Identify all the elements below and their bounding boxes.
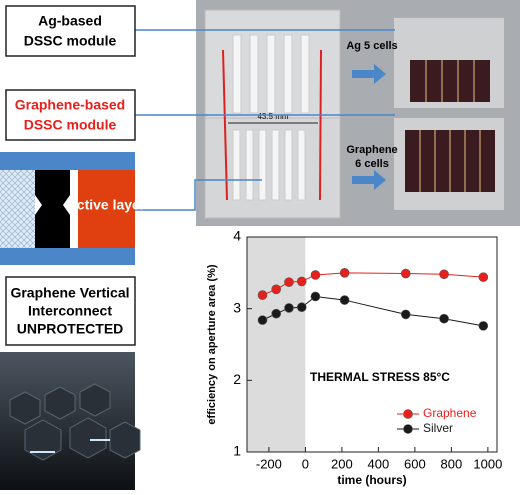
annotation: THERMAL STRESS 85°C [310,370,450,384]
point [310,291,321,302]
box-text: Graphene Vertical [10,285,129,301]
cross-section [0,152,135,265]
plot-frame [246,236,498,453]
box-text: DSSC module [24,117,117,133]
box-text: Graphene-based [15,97,125,113]
layer-label: Active layer [67,197,146,213]
legend-marker [403,409,413,419]
x-tick-label: 400 [368,456,390,471]
point [271,308,281,319]
legend-label: Graphene [423,406,477,420]
fingers [419,60,481,192]
y-tick-label: 3 [233,299,241,315]
edge-line [319,49,322,201]
point [284,303,294,313]
dimension-label: 43.5 mm [257,112,288,121]
point [296,302,307,313]
point [339,295,350,305]
point [284,277,294,287]
box [5,89,136,141]
x-tick-label: 200 [331,456,353,471]
point [296,276,307,287]
graphene-image [0,352,141,490]
point [439,313,449,324]
box-text: UNPROTECTED [17,321,124,337]
y-tick-label: 2 [233,371,241,387]
legend-label: Silver [423,421,453,435]
point [478,272,489,282]
connectors [97,29,395,211]
edge-line [222,49,228,201]
x-tick-label: 800 [441,456,463,471]
x-axis-label: time (hours) [337,473,406,487]
x-tick-label: 1000 [473,456,502,471]
box-text: DSSC module [24,33,117,49]
y-tick-label: 4 [233,228,241,244]
point [257,290,268,300]
box-text: Interconnect [28,303,112,319]
cells [410,60,490,102]
point [339,268,350,278]
cells-label: Graphene [346,144,397,156]
cells-label: Ag 5 cells [346,40,397,52]
y-tick-label: 1 [233,443,241,459]
x-tick-label: 0 [302,456,309,471]
shaded-region [247,237,306,452]
cells-label: 6 cells [355,158,389,170]
point [257,315,268,325]
x-tick-label: -200 [256,456,282,471]
point [310,270,321,280]
legend-marker [403,424,413,434]
point [400,309,411,320]
point [271,284,281,295]
stripes [232,34,310,201]
y-axis-label: efficiency on aperture area (%) [206,264,218,425]
x-tick-label: 600 [404,456,426,471]
point [400,268,411,279]
box [5,276,136,346]
point [439,269,449,280]
point [478,321,489,331]
box [5,5,136,57]
box-text: Ag-based [38,13,102,29]
